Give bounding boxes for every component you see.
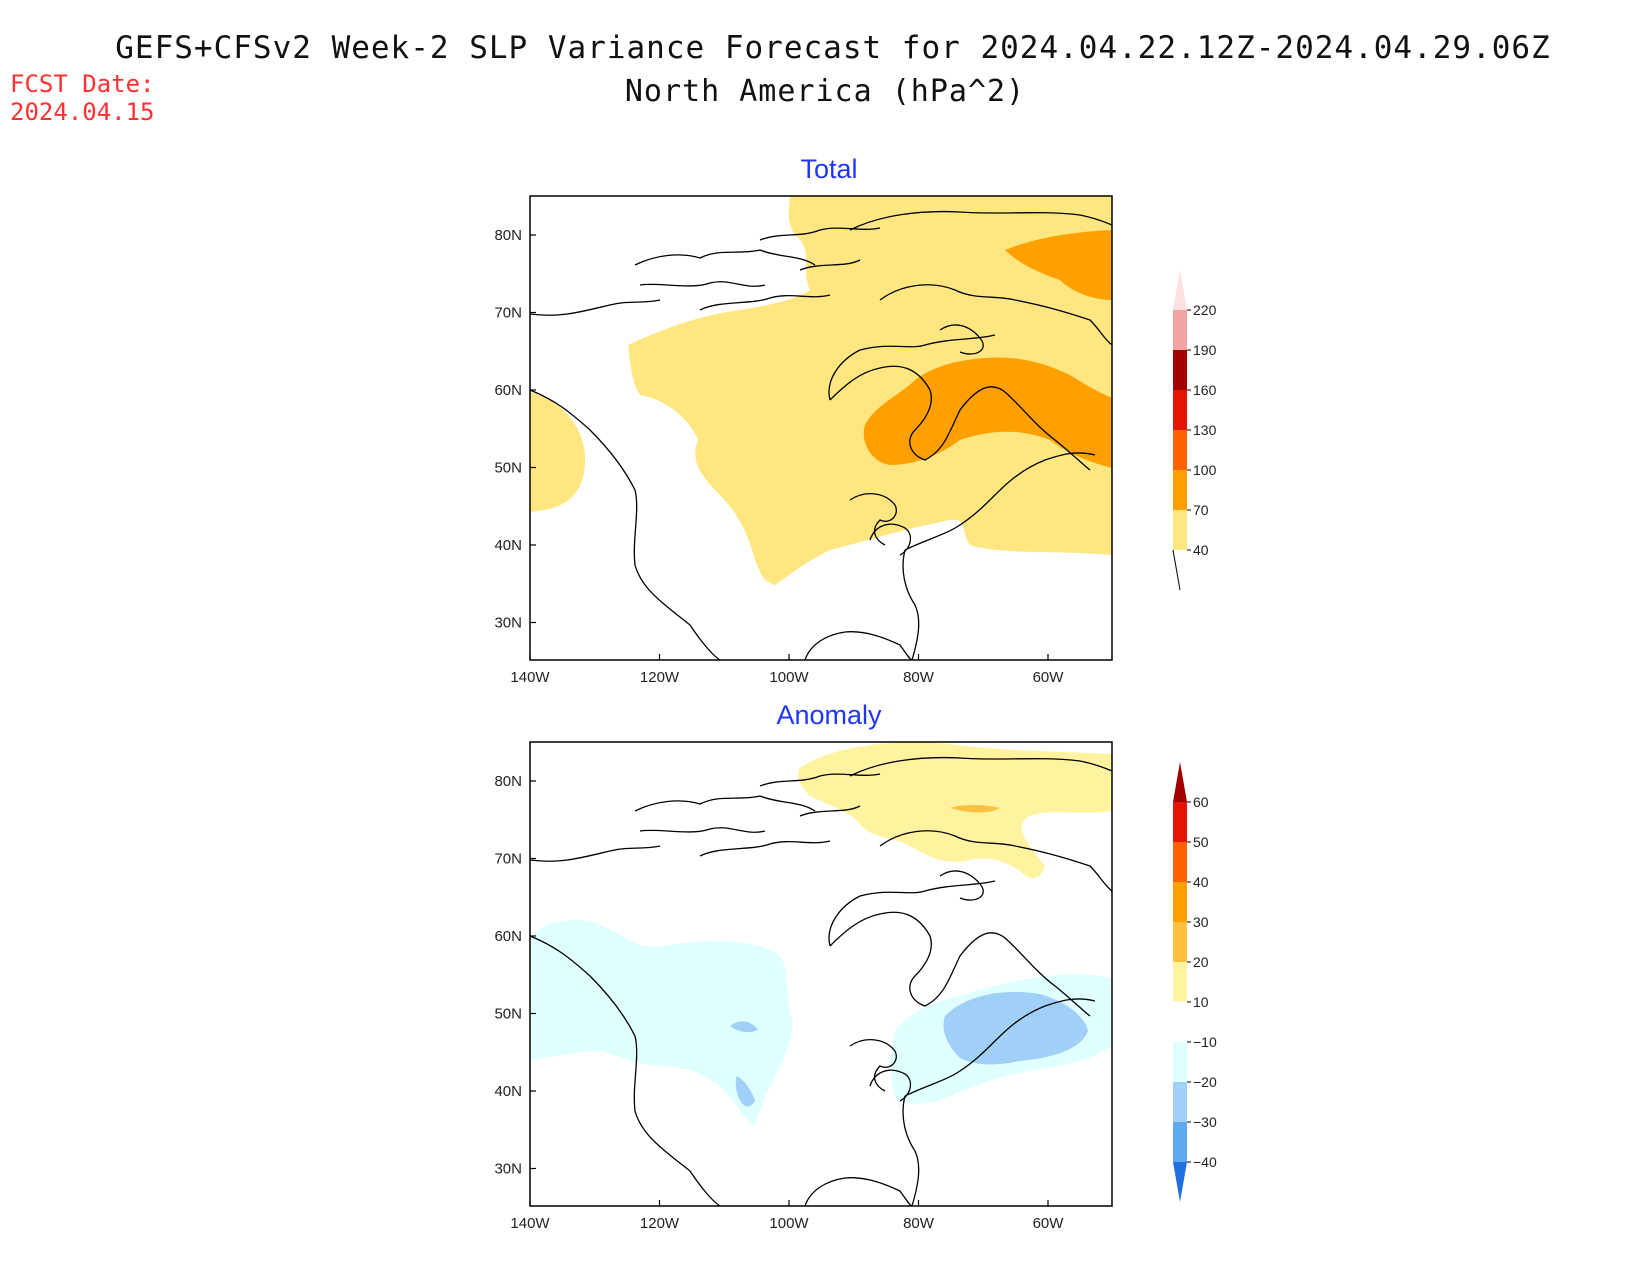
colorbar-label: 20: [1193, 954, 1209, 970]
panel-title-total: Total: [800, 154, 857, 184]
total-contour-70-central: [863, 357, 1112, 468]
colorbar-segment: [1173, 842, 1187, 882]
anomaly-contour-neg10-west: [530, 919, 792, 1126]
anomaly-contour-neg20-small2: [735, 1076, 755, 1107]
lat-tick-label: 40N: [494, 1083, 522, 1100]
lon-tick-label: 120W: [640, 669, 680, 686]
total-contour-40: [628, 196, 1112, 585]
lon-tick-label: 140W: [510, 1215, 550, 1232]
lat-tick-label: 50N: [494, 460, 522, 477]
colorbar-segment: [1173, 1122, 1187, 1162]
colorbar-label: −40: [1193, 1154, 1217, 1170]
lon-tick-label: 100W: [769, 1215, 809, 1232]
panel-title-anomaly: Anomaly: [776, 700, 882, 730]
colorbar-segment: [1173, 962, 1187, 1002]
colorbar-label: 190: [1193, 342, 1217, 358]
anomaly-contour-pos20: [950, 805, 1000, 813]
total-contour-70-north: [1005, 230, 1112, 300]
colorbar-segment: [1173, 1082, 1187, 1122]
anomaly-contour-neg20-east: [943, 992, 1088, 1065]
colorbar-label: −30: [1193, 1114, 1217, 1130]
colorbar-segment: [1173, 922, 1187, 962]
lat-tick-label: 60N: [494, 928, 522, 945]
colorbar-segment: [1173, 1162, 1187, 1202]
total-contour-40-west: [530, 392, 585, 512]
main-subtitle: North America (hPa^2): [624, 74, 1026, 109]
colorbar-segment: [1173, 882, 1187, 922]
total-map: [530, 196, 1112, 660]
colorbar-label: 100: [1193, 462, 1217, 478]
fcst-date-label: FCST Date:: [10, 70, 155, 98]
colorbar-label: 50: [1193, 834, 1209, 850]
total-map-frame: [529, 195, 1113, 661]
lat-tick-label: 30N: [494, 1161, 522, 1178]
lat-tick-label: 70N: [494, 305, 522, 322]
fcst-date-value: 2024.04.15: [10, 98, 155, 126]
lat-tick-label: 70N: [494, 851, 522, 868]
colorbar-segment: [1173, 430, 1187, 470]
colorbar-segment: [1173, 310, 1187, 350]
lon-tick-label: 140W: [510, 669, 550, 686]
colorbar-label: 130: [1193, 422, 1217, 438]
colorbar-label: 40: [1193, 542, 1209, 558]
colorbar-segment: [1172, 1001, 1188, 1043]
anomaly-map-frame: [529, 741, 1113, 1207]
colorbar-segment: [1173, 1042, 1187, 1082]
anomaly-contour-pos10: [798, 742, 1112, 878]
colorbar-label: 160: [1193, 382, 1217, 398]
lat-tick-label: 80N: [494, 227, 522, 244]
colorbar-segment: [1173, 350, 1187, 390]
lon-tick-label: 80W: [903, 1215, 935, 1232]
colorbar-label: −20: [1193, 1074, 1217, 1090]
lon-tick-label: 60W: [1033, 1215, 1065, 1232]
lon-tick-label: 100W: [769, 669, 809, 686]
anomaly-colorbar: 60 50 40 30 20 10 −10 −20 −30 −40: [1172, 762, 1217, 1202]
colorbar-label: 30: [1193, 914, 1209, 930]
lon-tick-label: 120W: [640, 1215, 680, 1232]
anomaly-contour-neg20-small1: [730, 1021, 758, 1033]
colorbar-segment: [1173, 762, 1187, 802]
anomaly-map: [530, 742, 1112, 1206]
lat-tick-label: 60N: [494, 382, 522, 399]
colorbar-label: 10: [1193, 994, 1209, 1010]
colorbar-label: −10: [1193, 1034, 1217, 1050]
colorbar-segment: [1173, 470, 1187, 510]
colorbar-label: 220: [1193, 302, 1217, 318]
lat-tick-label: 50N: [494, 1006, 522, 1023]
lat-tick-label: 40N: [494, 537, 522, 554]
colorbar-segment: [1173, 510, 1187, 550]
colorbar-segment: [1173, 270, 1187, 310]
colorbar-label: 70: [1193, 502, 1209, 518]
colorbar-segment: [1173, 390, 1187, 430]
main-title: GEFS+CFSv2 Week-2 SLP Variance Forecast …: [115, 30, 1551, 66]
lat-tick-label: 30N: [494, 615, 522, 632]
colorbar-segment: [1173, 802, 1187, 842]
colorbar-label: 40: [1193, 874, 1209, 890]
lon-tick-label: 60W: [1033, 669, 1065, 686]
lat-tick-label: 80N: [494, 773, 522, 790]
colorbar-label: 60: [1193, 794, 1209, 810]
lon-tick-label: 80W: [903, 669, 935, 686]
colorbar-lower-extension: [1172, 549, 1181, 591]
total-colorbar: 40 70 100 130 160 190 220: [1172, 270, 1217, 591]
